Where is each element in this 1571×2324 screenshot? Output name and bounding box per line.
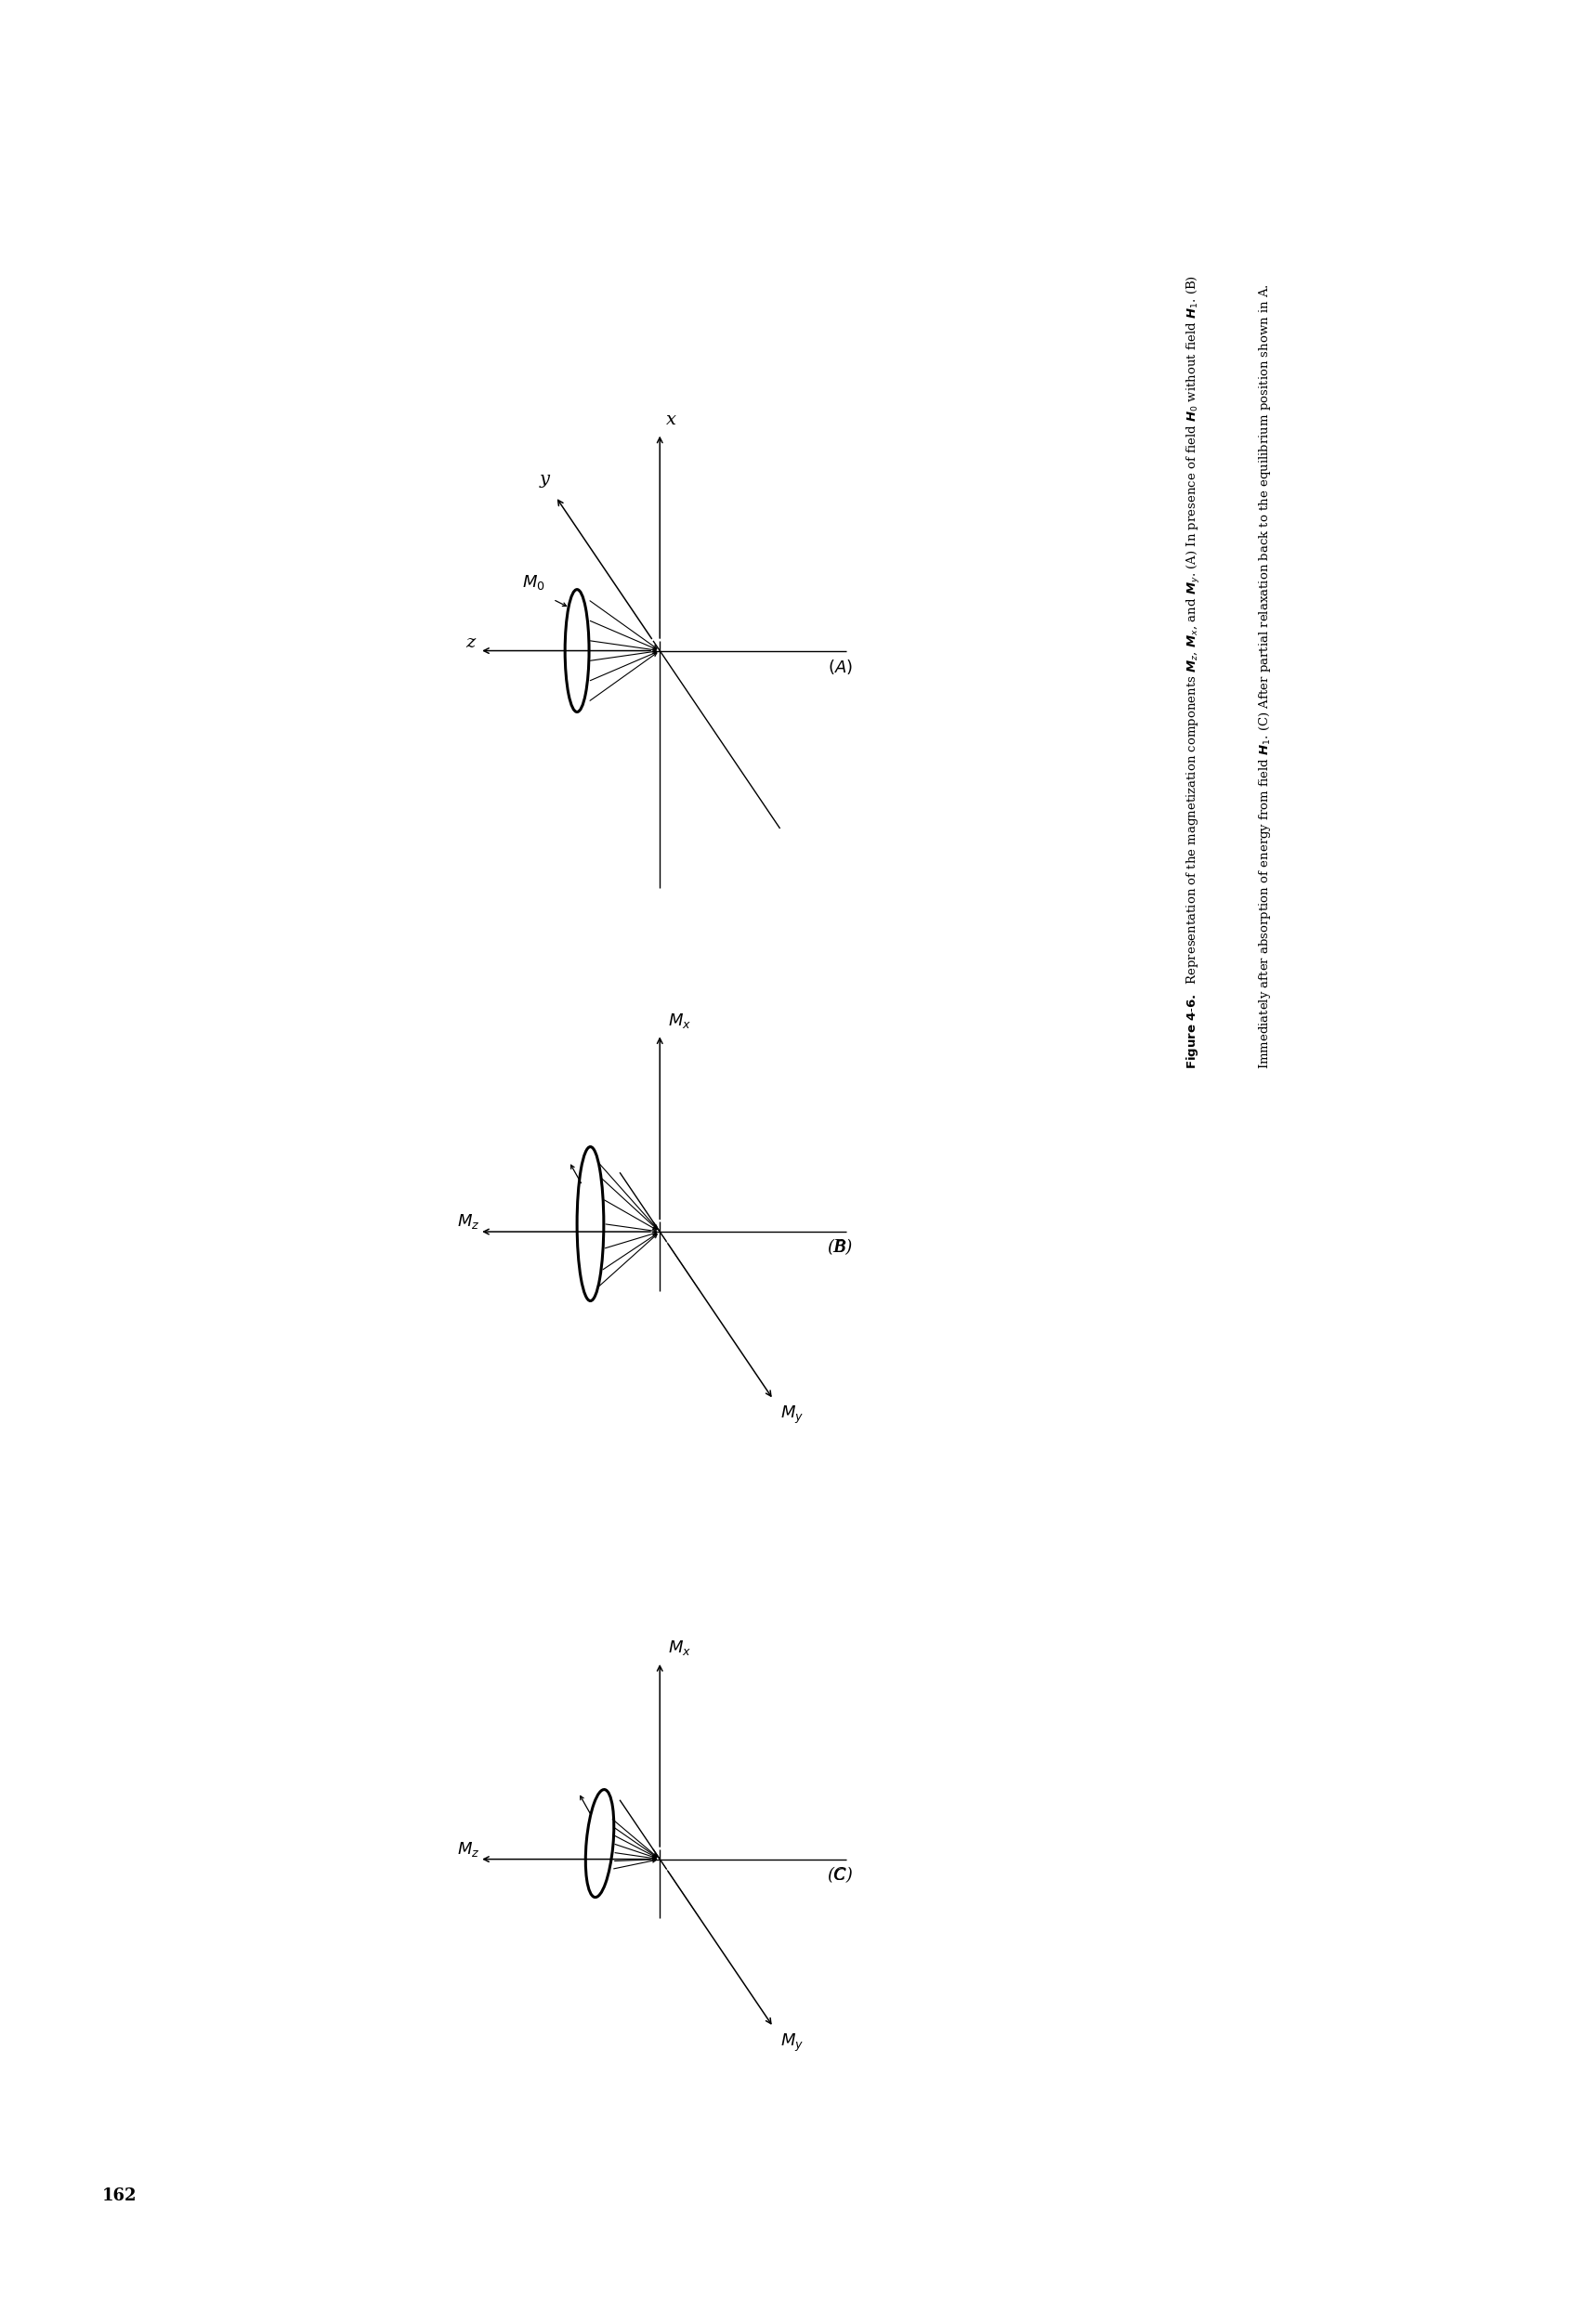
Text: $M_z$: $M_z$ xyxy=(457,1213,481,1232)
Text: $C$: $C$ xyxy=(833,1866,847,1882)
Text: $M_y$: $M_y$ xyxy=(781,2031,803,2054)
Text: y: y xyxy=(540,469,550,488)
Text: $(A)$: $(A)$ xyxy=(828,658,853,676)
Text: $M_y$: $M_y$ xyxy=(781,1404,803,1427)
Text: Immediately after absorption of energy from field $\boldsymbol{H}_1$. (C) After : Immediately after absorption of energy f… xyxy=(1257,284,1273,1069)
Text: (B): (B) xyxy=(828,1239,853,1255)
Text: $B$: $B$ xyxy=(834,1239,847,1255)
Text: 162: 162 xyxy=(102,2187,137,2205)
Text: $M_0$: $M_0$ xyxy=(522,574,545,590)
Text: $M_z$: $M_z$ xyxy=(457,1841,481,1859)
Text: $\bf{Figure\ 4\text{-}6.}$  Representation of the magnetization components $\bol: $\bf{Figure\ 4\text{-}6.}$ Representatio… xyxy=(1186,274,1202,1069)
Text: z: z xyxy=(465,634,474,651)
Text: $M_x$: $M_x$ xyxy=(668,1011,691,1030)
Text: (C): (C) xyxy=(828,1866,853,1882)
Text: $M_x$: $M_x$ xyxy=(668,1638,691,1657)
Text: x: x xyxy=(666,411,677,428)
